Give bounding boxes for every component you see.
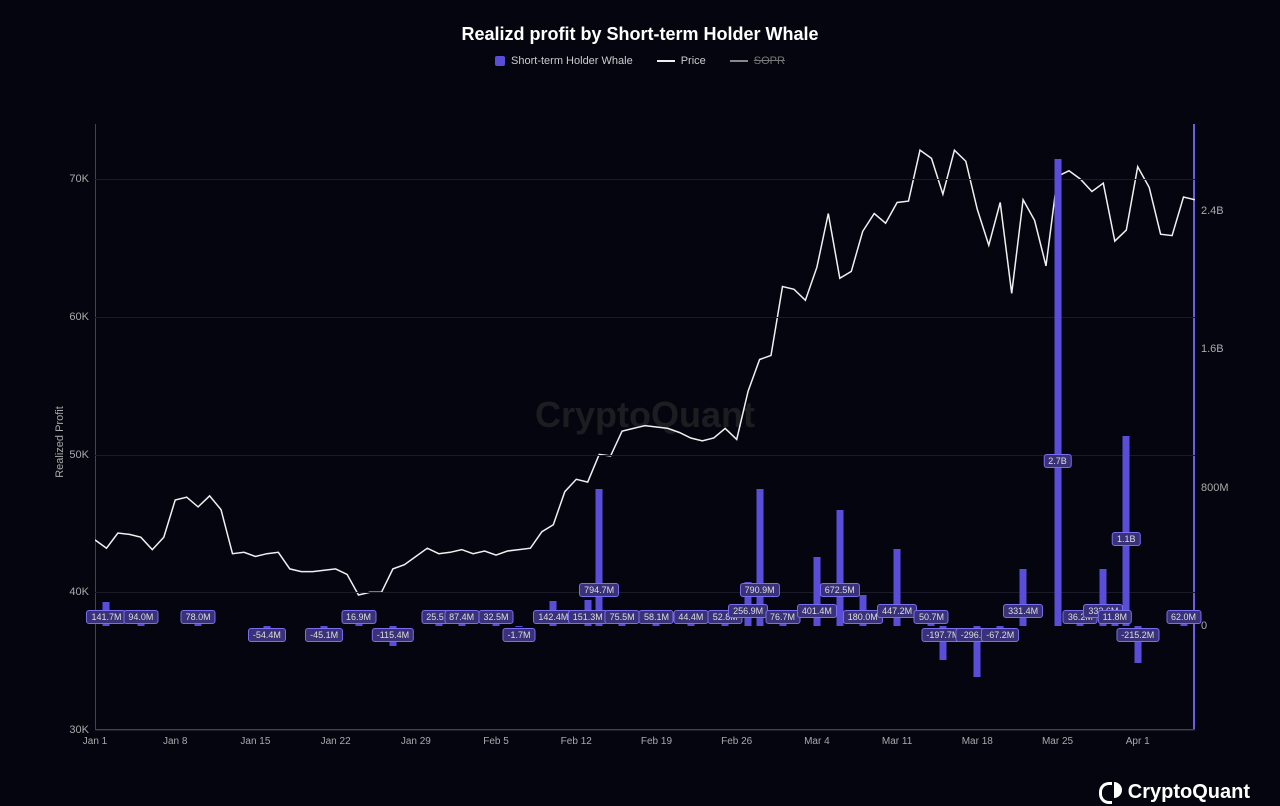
bar-value-label: 794.7M xyxy=(579,583,619,597)
bar-value-label: 11.8M xyxy=(1098,610,1132,624)
xtick: Mar 18 xyxy=(962,730,993,747)
grid-line xyxy=(95,179,1195,180)
brand-main: CryptoQuant xyxy=(1099,781,1250,804)
xtick: Jan 1 xyxy=(83,730,107,747)
xtick: Feb 26 xyxy=(721,730,752,747)
legend-bar-label: Short-term Holder Whale xyxy=(511,55,633,67)
bar-value-label: 94.0M xyxy=(123,610,158,624)
bar-value-label: -67.2M xyxy=(981,628,1019,642)
profit-bar xyxy=(1111,624,1118,626)
bar-value-label: -45.1M xyxy=(305,628,343,642)
xtick: Jan 8 xyxy=(163,730,187,747)
bar-value-label: -115.4M xyxy=(372,628,414,642)
ytick-left: 60K xyxy=(69,311,95,323)
ytick-left: 50K xyxy=(69,449,95,461)
bar-value-label: 76.7M xyxy=(765,610,800,624)
ytick-left: 70K xyxy=(69,173,95,185)
xtick: Feb 19 xyxy=(641,730,672,747)
profit-bar xyxy=(836,510,843,626)
plot-area: CryptoQuant 30K40K50K60K70K0800M1.6B2.4B… xyxy=(95,124,1195,730)
bar-value-label: 151.3M xyxy=(568,610,608,624)
xtick: Mar 11 xyxy=(882,730,912,747)
bar-value-label: 75.5M xyxy=(605,610,640,624)
ytick-right: 800M xyxy=(1195,482,1229,494)
chart-legend: Short-term Holder Whale Price SOPR xyxy=(0,55,1280,67)
ytick-right: 2.4B xyxy=(1195,205,1224,217)
xtick: Jan 15 xyxy=(240,730,270,747)
y-axis-left-line xyxy=(95,124,96,730)
bar-value-label: 78.0M xyxy=(181,610,216,624)
bar-swatch xyxy=(495,56,505,66)
brand-block: CryptoQuant © CryptoQuant All rights res… xyxy=(1099,781,1250,806)
chart-title: Realizd profit by Short-term Holder Whal… xyxy=(0,24,1280,45)
bar-value-label: 256.9M xyxy=(728,604,768,618)
bar-value-label: 331.4M xyxy=(1003,604,1043,618)
xtick: Apr 1 xyxy=(1126,730,1150,747)
legend-item-line: Price xyxy=(657,55,706,67)
bar-value-label: -54.4M xyxy=(248,628,286,642)
xtick: Jan 22 xyxy=(321,730,351,747)
bar-value-label: 401.4M xyxy=(797,604,837,618)
xtick: Mar 25 xyxy=(1042,730,1073,747)
bar-value-label: 44.4M xyxy=(673,610,708,624)
bar-value-label: 141.7M xyxy=(86,610,126,624)
profit-bar xyxy=(1054,159,1061,626)
xtick: Feb 5 xyxy=(483,730,509,747)
legend-item-sopr: SOPR xyxy=(730,55,785,67)
line-swatch xyxy=(657,60,675,62)
grid-line xyxy=(95,455,1195,456)
grid-line xyxy=(95,317,1195,318)
bar-value-label: 32.5M xyxy=(479,610,514,624)
bar-value-label: 50.7M xyxy=(914,610,949,624)
bar-value-label: 58.1M xyxy=(639,610,674,624)
chart-area: Realized Profit CryptoQuant 30K40K50K60K… xyxy=(50,124,1240,760)
legend-item-bar: Short-term Holder Whale xyxy=(495,55,633,67)
bar-value-label: 447.2M xyxy=(877,604,917,618)
y-axis-left-label: Realized Profit xyxy=(54,406,66,478)
bar-value-label: 790.9M xyxy=(740,583,780,597)
bar-value-label: -215.2M xyxy=(1116,628,1159,642)
bar-value-label: 2.7B xyxy=(1043,454,1072,468)
xtick: Feb 12 xyxy=(561,730,592,747)
bar-value-label: 87.4M xyxy=(444,610,479,624)
legend-sopr-label: SOPR xyxy=(754,55,785,67)
watermark: CryptoQuant xyxy=(535,394,755,436)
legend-line-label: Price xyxy=(681,55,706,67)
profit-bar xyxy=(596,489,603,627)
bar-value-label: 672.5M xyxy=(820,583,860,597)
ytick-left: 40K xyxy=(69,586,95,598)
bar-value-label: 62.0M xyxy=(1166,610,1201,624)
bar-value-label: -1.7M xyxy=(502,628,535,642)
sopr-swatch xyxy=(730,60,748,62)
bar-value-label: 1.1B xyxy=(1112,532,1141,546)
grid-line xyxy=(95,592,1195,593)
price-line-path xyxy=(95,150,1195,595)
xtick: Jan 29 xyxy=(401,730,431,747)
brand-name: CryptoQuant xyxy=(1128,781,1250,804)
brand-logo-icon xyxy=(1099,782,1122,804)
bar-value-label: 16.9M xyxy=(341,610,376,624)
ytick-right: 1.6B xyxy=(1195,343,1224,355)
xtick: Mar 4 xyxy=(804,730,830,747)
